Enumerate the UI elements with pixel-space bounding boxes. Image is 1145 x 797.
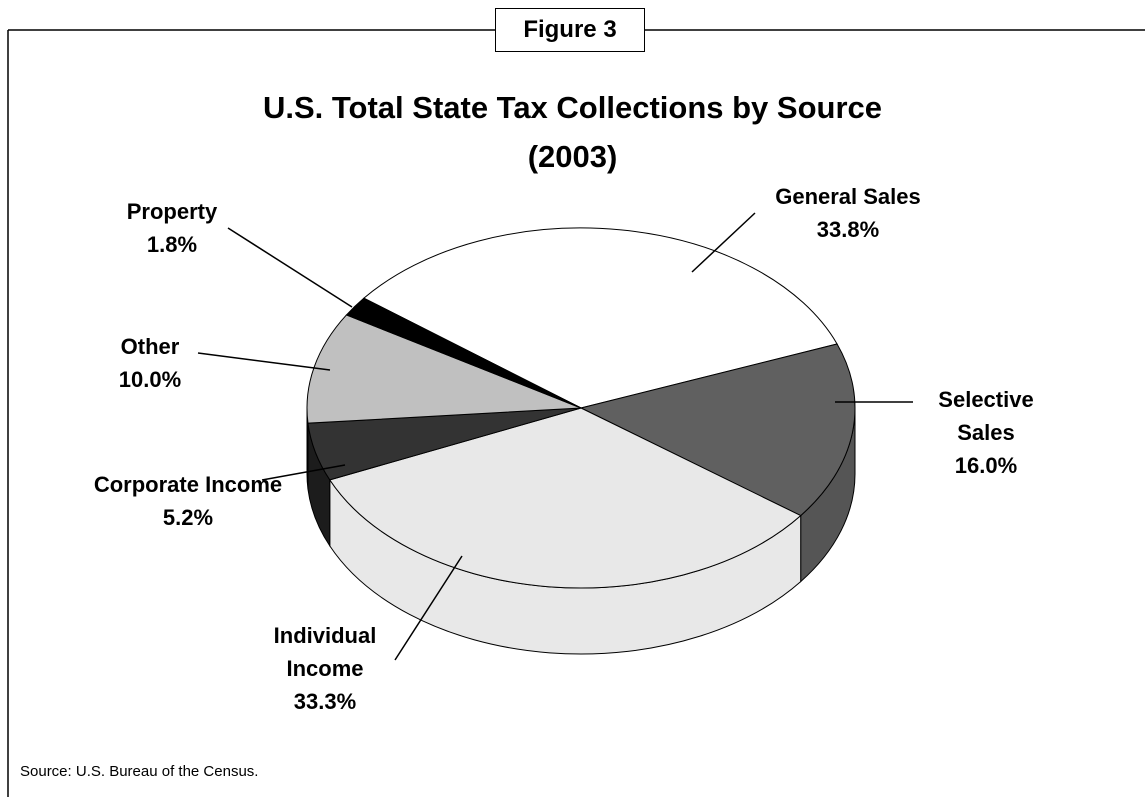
data-label: Corporate Income 5.2% — [88, 468, 288, 534]
label-value: 5.2% — [162, 505, 214, 530]
label-name: Individual Income — [273, 623, 377, 681]
slice — [579, 343, 856, 517]
leader-line — [227, 227, 353, 308]
label-value: 33.3% — [293, 689, 357, 714]
chart-title: U.S. Total State Tax Collections by Sour… — [263, 90, 882, 125]
label-value: 1.8% — [146, 232, 198, 257]
slice — [306, 314, 582, 424]
data-label: Other 10.0% — [80, 330, 220, 396]
label-name: Other — [120, 334, 180, 359]
leader-line — [394, 555, 463, 661]
label-name: Corporate Income — [93, 472, 283, 497]
label-name: Property — [126, 199, 218, 224]
slice — [345, 297, 582, 409]
data-label: Individual Income 33.3% — [235, 619, 415, 718]
slice — [329, 407, 802, 589]
label-value: 16.0% — [954, 453, 1018, 478]
label-name: Selective Sales — [938, 387, 1034, 445]
label-value: 10.0% — [118, 367, 182, 392]
data-label: Selective Sales 16.0% — [916, 383, 1056, 482]
figure-label: Figure 3 — [495, 8, 645, 52]
leader-line — [261, 464, 346, 481]
data-label: General Sales 33.8% — [728, 180, 968, 246]
slice — [363, 227, 838, 409]
leader-line — [691, 212, 756, 273]
leader-line — [197, 352, 331, 371]
chart-subtitle: (2003) — [527, 139, 618, 174]
label-name: General Sales — [775, 184, 921, 209]
data-label: Property 1.8% — [102, 195, 242, 261]
source-note: Source: U.S. Bureau of the Census. — [20, 763, 259, 780]
label-value: 33.8% — [816, 217, 880, 242]
